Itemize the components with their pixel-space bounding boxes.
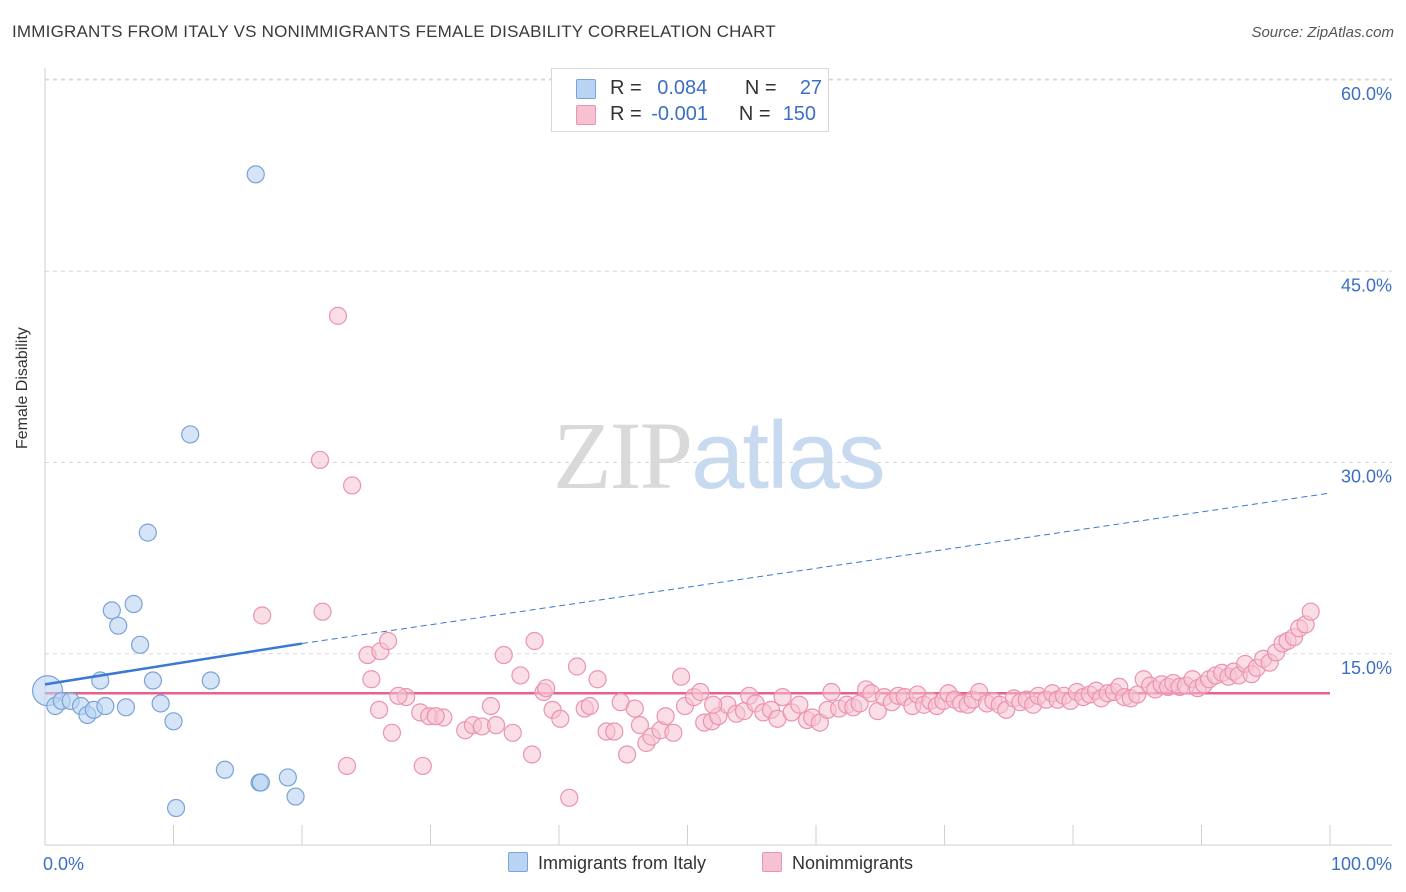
point-immigrants-italy [151,694,170,713]
point-immigrants-italy [181,425,200,444]
legend-swatch-blue [508,852,528,872]
legend-item-immigrants-italy: Immigrants from Italy [508,852,706,874]
grid-lines [45,78,1392,655]
point-nonimmigrants [822,682,841,702]
point-nonimmigrants [656,707,675,726]
point-nonimmigrants [370,700,389,719]
point-nonimmigrants [567,657,587,676]
point-nonimmigrants [790,695,809,714]
point-nonimmigrants [328,306,348,325]
point-immigrants-italy [164,712,183,731]
point-immigrants-italy [201,671,220,690]
point-immigrants-italy [166,798,186,818]
point-nonimmigrants [537,679,556,698]
point-nonimmigrants [560,788,579,807]
point-nonimmigrants [313,602,332,621]
x-tick-label: 100.0% [1331,854,1392,874]
n-label: N = [738,103,771,125]
r-value: -0.001 [651,103,708,125]
point-nonimmigrants [691,682,710,702]
point-nonimmigrants [605,722,624,741]
point-nonimmigrants [522,745,542,764]
point-immigrants-italy [116,698,136,717]
axes [44,68,1392,846]
legend-swatch-pink [762,852,782,872]
watermark-atlas: atlas [691,402,886,509]
point-immigrants-italy [251,773,270,792]
n-value: 150 [782,103,817,125]
point-nonimmigrants [773,687,792,707]
watermark-zip: ZIP [553,402,693,509]
point-nonimmigrants [362,670,381,689]
legend-stats-text-pink: R = -0.001 N = 150 [610,103,816,126]
y-tick-label: 30.0% [1341,467,1392,487]
legend-swatch-blue [576,79,596,99]
point-immigrants-italy [130,635,150,654]
point-nonimmigrants [1128,685,1147,704]
r-value: 0.084 [657,77,708,99]
y-tick-label: 15.0% [1341,658,1392,678]
point-nonimmigrants [525,631,544,651]
points-nonimmigrants [253,306,1320,807]
point-nonimmigrants [389,686,408,705]
n-value: 27 [799,77,823,99]
r-label: R = [610,103,642,125]
point-nonimmigrants [481,696,500,716]
chart-title: IMMIGRANTS FROM ITALY VS NONIMMIGRANTS F… [12,22,776,41]
point-nonimmigrants [511,666,530,685]
y-tick-label: 60.0% [1341,84,1392,104]
point-nonimmigrants [704,695,723,714]
point-immigrants-italy [102,601,121,620]
r-label: R = [610,77,642,99]
y-tick-label: 45.0% [1341,275,1392,295]
point-nonimmigrants [310,450,330,470]
point-immigrants-italy [286,787,305,806]
point-nonimmigrants [1301,602,1320,621]
y-axis-label: Female Disability [14,327,31,449]
legend-label-pink: Nonimmigrants [792,853,914,873]
watermark: ZIPatlas [553,400,886,511]
source-note: Source: ZipAtlas.com [1251,24,1394,41]
point-nonimmigrants [378,631,398,651]
points-immigrants-italy [31,165,305,818]
point-nonimmigrants [494,645,513,665]
point-nonimmigrants [486,716,506,735]
point-immigrants-italy [124,594,143,614]
legend-stats-text-blue: R = 0.084 N = 27 [610,77,822,100]
point-nonimmigrants [630,716,650,735]
trend-line-extension-immigrants-italy [301,492,1331,645]
point-immigrants-italy [278,768,297,787]
point-nonimmigrants [551,709,570,728]
point-immigrants-italy [109,616,128,635]
legend-stats: R = 0.084 N = 27 R = -0.001 N = 150 [551,68,829,132]
point-nonimmigrants [625,699,644,718]
point-immigrants-italy [246,165,265,184]
point-immigrants-italy [96,696,115,716]
point-nonimmigrants [337,756,357,776]
point-nonimmigrants [664,723,683,742]
point-immigrants-italy [143,671,163,690]
trend-line-immigrants-italy [44,642,303,686]
x-tick-label: 0.0% [43,854,84,874]
legend-item-nonimmigrants: Nonimmigrants [762,852,913,874]
point-immigrants-italy [138,523,157,542]
tick-labels: 15.0% 30.0% 45.0% 60.0% 0.0% 100.0% [43,84,1392,874]
point-nonimmigrants [503,723,522,742]
trend-immigrants-italy [44,492,1331,686]
point-nonimmigrants [382,723,402,742]
point-immigrants-italy [215,760,234,779]
legend-label-blue: Immigrants from Italy [538,853,707,873]
legend-swatch-pink [576,105,596,125]
n-label: N = [744,77,777,99]
point-nonimmigrants [413,756,432,776]
point-nonimmigrants [426,707,445,726]
point-nonimmigrants [580,696,599,716]
point-nonimmigrants [588,670,607,689]
point-nonimmigrants [671,667,691,686]
point-nonimmigrants [618,745,637,764]
point-nonimmigrants [253,606,272,625]
point-nonimmigrants [343,476,362,495]
